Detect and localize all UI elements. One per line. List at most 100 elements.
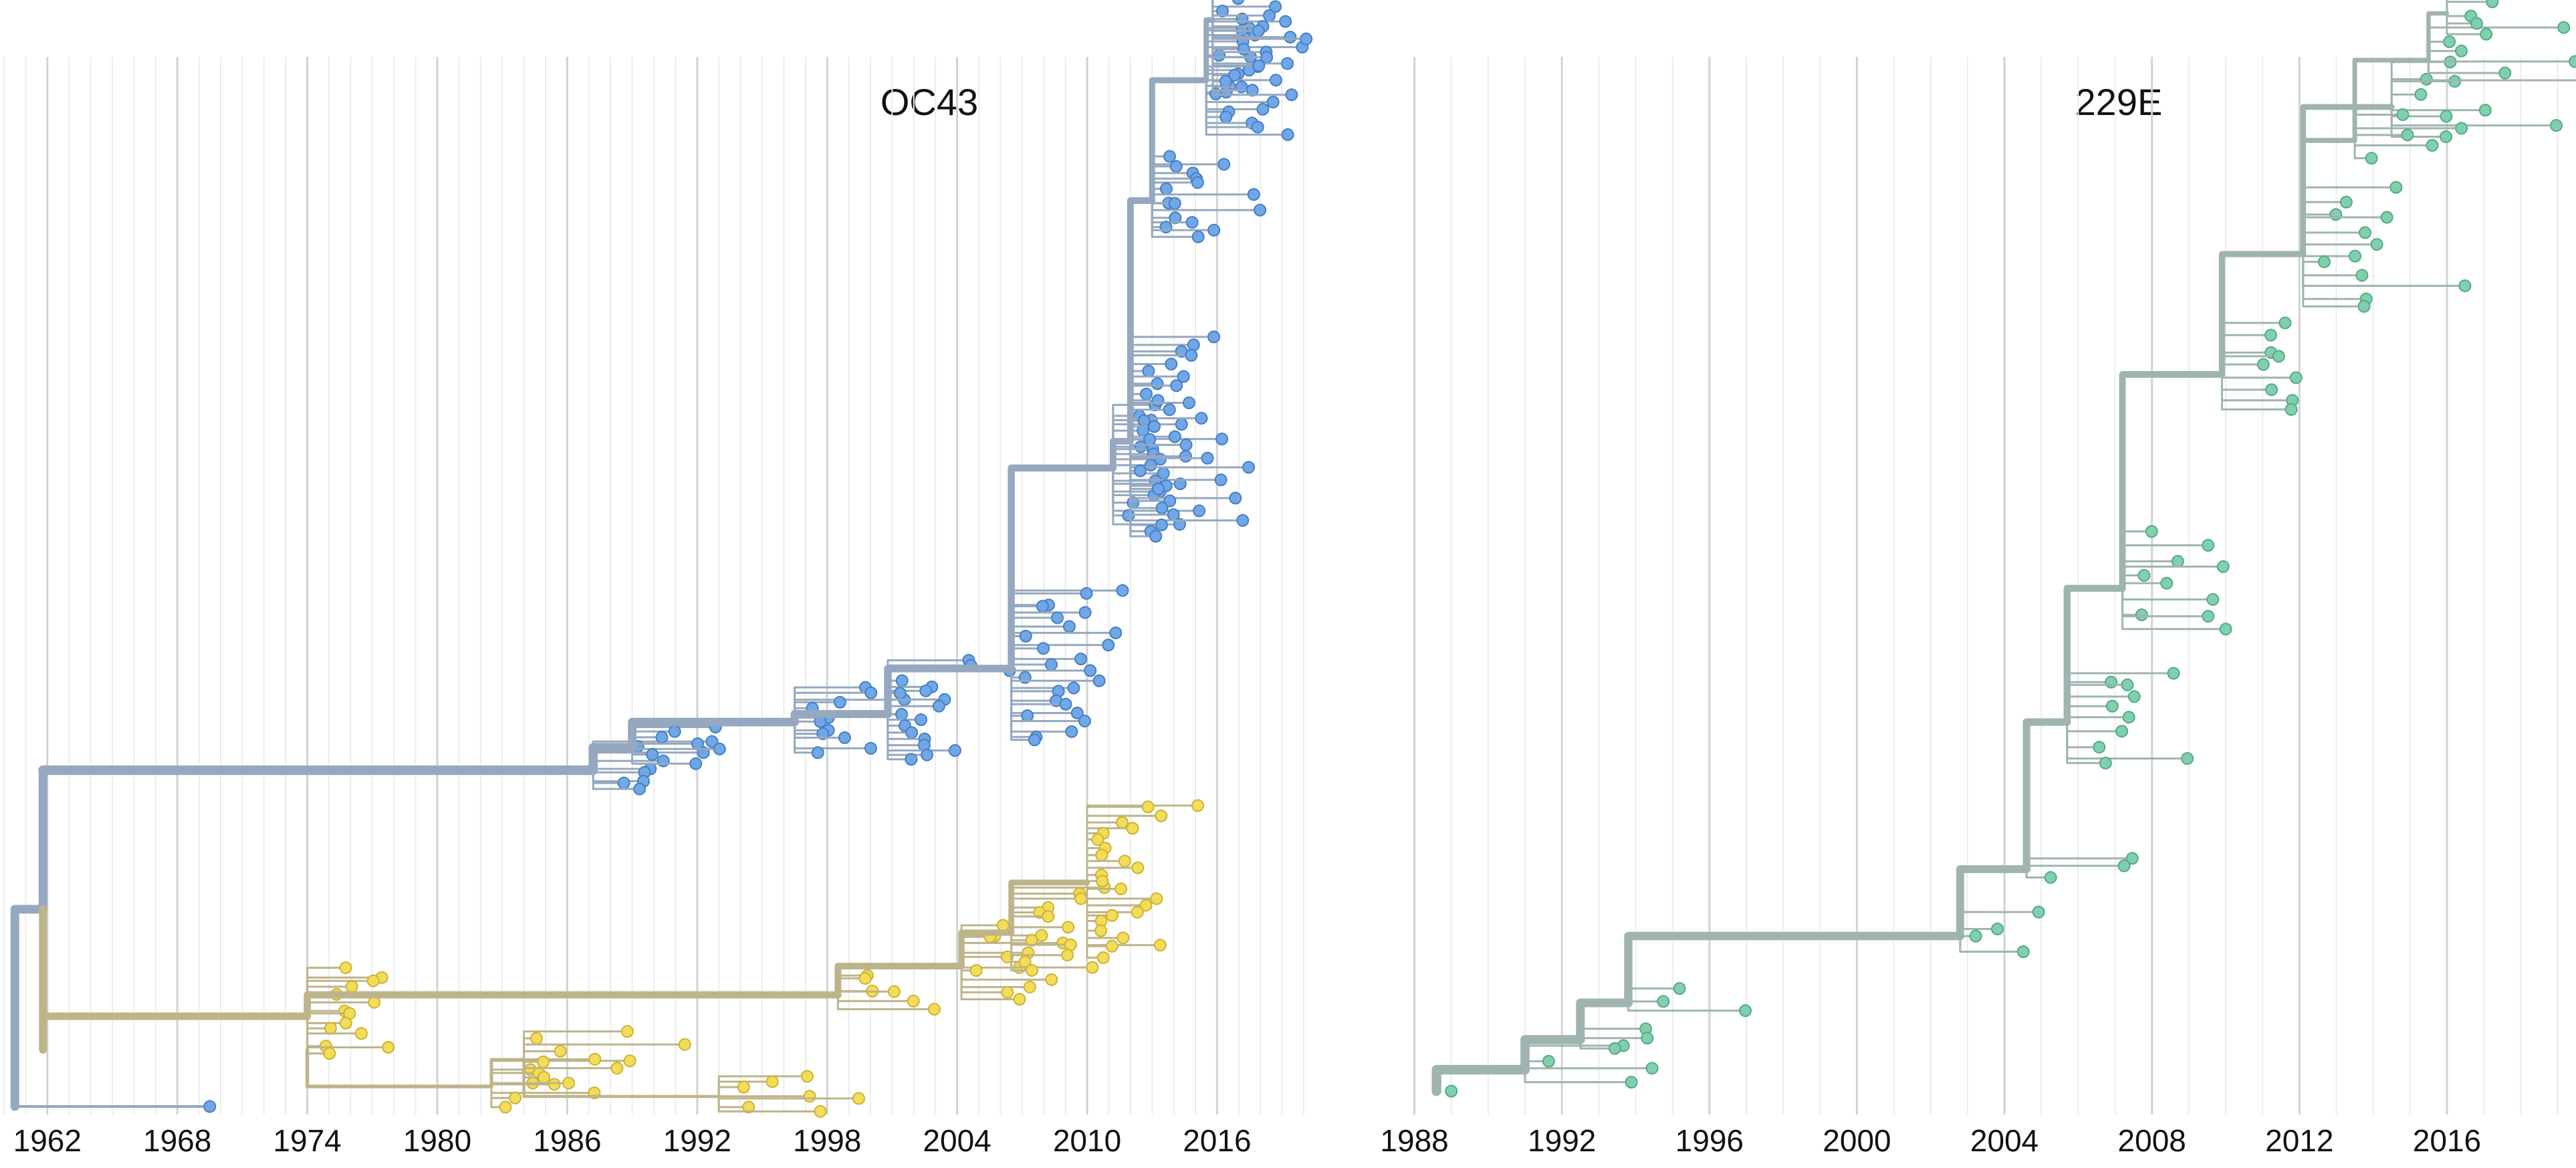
tip-marker <box>1074 653 1088 666</box>
tip-marker <box>816 727 830 740</box>
tip-marker <box>1170 379 1183 392</box>
branch <box>592 769 614 790</box>
tip-marker <box>1080 587 1093 600</box>
tip-marker <box>1151 377 1164 390</box>
tip-marker <box>2219 622 2232 636</box>
tip-marker <box>1133 464 1147 477</box>
x-tick-label: 2004 <box>1970 1123 2038 1158</box>
branch <box>2119 371 2226 592</box>
branch <box>2218 251 2307 378</box>
tip-marker <box>2016 945 2030 958</box>
tip-marker <box>887 985 901 998</box>
tip-marker <box>324 1022 337 1035</box>
tip-marker <box>1153 939 1167 952</box>
tip-marker <box>1232 0 1245 5</box>
x-tick-label: 1996 <box>1675 1123 1744 1158</box>
tip-marker <box>1142 364 1155 378</box>
tip-marker <box>2414 88 2428 101</box>
tip-marker <box>905 726 919 739</box>
tip-marker <box>538 1070 551 1084</box>
tip-marker <box>1445 1084 1458 1098</box>
branch <box>887 713 897 761</box>
tip-marker <box>921 748 934 762</box>
tip-marker <box>610 1062 624 1075</box>
tip-marker <box>2396 108 2410 122</box>
tip-marker <box>1625 1076 1638 1089</box>
branch <box>1086 814 1096 884</box>
branch <box>1627 1002 1663 1012</box>
tip-marker <box>2357 300 2371 313</box>
tip-marker <box>1168 197 1181 210</box>
x-tick-label: 2010 <box>1053 1123 1121 1158</box>
tip-marker <box>1078 606 1092 619</box>
branch <box>2446 1 2453 15</box>
branch <box>836 994 842 1011</box>
branch <box>2301 138 2357 257</box>
tip-marker <box>2420 72 2433 86</box>
tip-marker <box>2557 21 2571 34</box>
tip-marker <box>1281 128 1294 141</box>
tip-marker <box>554 1044 567 1058</box>
branch <box>1112 467 1127 512</box>
branch <box>1008 464 1117 673</box>
oc43-panel: OC43 <box>858 75 1001 134</box>
branch <box>2353 139 2379 146</box>
x-tick-label: 2000 <box>1823 1123 1891 1158</box>
grid-1 <box>1413 57 2559 1115</box>
branch <box>490 1085 495 1108</box>
tip-marker <box>2115 725 2129 738</box>
branch <box>884 665 1016 718</box>
x-tick-label: 1988 <box>1380 1123 1448 1158</box>
branch <box>1431 1064 1530 1096</box>
x-tick-label: 2016 <box>1183 1123 1251 1158</box>
branch <box>628 717 799 752</box>
tip-marker <box>2137 569 2151 582</box>
tip-marker <box>1061 949 1074 962</box>
tip-marker <box>1219 75 1232 88</box>
x-tick-label: 2016 <box>2413 1123 2481 1158</box>
tip-marker <box>2458 279 2472 292</box>
tip-marker <box>1284 31 1297 44</box>
tip-marker <box>1252 59 1266 72</box>
tip-marker <box>633 782 647 796</box>
tip-marker <box>1035 929 1048 942</box>
branch <box>489 1058 526 1088</box>
229e-title-box <box>2061 75 2176 134</box>
tip-marker <box>1065 725 1078 738</box>
tip-marker <box>1001 985 1014 999</box>
tip-marker <box>1092 674 1106 687</box>
tip-marker <box>1023 980 1036 994</box>
tip-marker <box>366 974 380 987</box>
tip-marker <box>1185 349 1198 362</box>
branch <box>1624 931 1965 1008</box>
branch <box>2446 12 2455 35</box>
tip-marker <box>1266 96 1280 109</box>
229e-panel: 229E <box>2061 75 2176 134</box>
tip-marker <box>1269 74 1282 87</box>
tip-marker <box>1163 494 1177 507</box>
tip-marker <box>620 1025 634 1038</box>
tip-marker <box>2206 593 2220 606</box>
tip-marker <box>1131 861 1145 874</box>
tip-marker <box>1219 86 1233 99</box>
branch <box>2352 57 2431 143</box>
tip-marker <box>2439 130 2452 143</box>
tip-marker <box>1165 358 1178 371</box>
tip-marker <box>1095 848 1108 862</box>
tip-marker <box>1991 922 2004 935</box>
tip-marker <box>895 674 909 687</box>
tip-marker <box>2127 690 2141 703</box>
branch <box>960 965 965 1001</box>
tip-marker <box>1191 230 1205 243</box>
tip-marker <box>1163 150 1176 163</box>
tip-marker <box>1139 899 1153 912</box>
branch <box>522 1058 721 1098</box>
tip-marker <box>1542 1054 1555 1068</box>
tip-marker <box>2044 870 2057 884</box>
tip-marker <box>537 1055 550 1068</box>
tip-marker <box>1067 681 1080 695</box>
branch <box>304 991 842 1020</box>
branch <box>1956 865 2031 940</box>
tip-marker <box>646 748 659 762</box>
tip-marker <box>811 746 824 760</box>
